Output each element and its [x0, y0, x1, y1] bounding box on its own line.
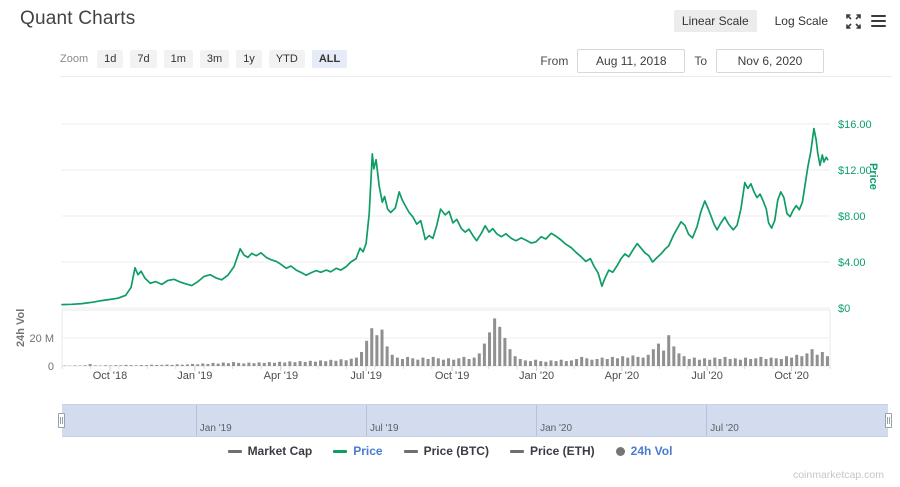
zoom-range-toolbar: Zoom 1d 7d 1m 3m 1y YTD ALL [60, 50, 348, 68]
navigator-gridline [536, 405, 538, 436]
legend-item-price-eth[interactable]: Price (ETH) [509, 444, 595, 458]
legend-label: 24h Vol [630, 444, 673, 458]
volume-axis-title: 24h Vol [15, 309, 27, 347]
watermark: coinmarketcap.com [792, 469, 884, 481]
x-axis-tick: Oct '18 [93, 370, 128, 382]
page-title: Quant Charts [20, 8, 136, 29]
legend-label: Price [353, 444, 383, 458]
legend-item-price[interactable]: Price [333, 444, 383, 458]
x-axis-tick: Jan '19 [177, 370, 212, 382]
x-axis-tick: Oct '19 [435, 370, 470, 382]
from-date-input[interactable] [577, 49, 686, 73]
date-range-controls: From To [540, 49, 824, 73]
navigator-label: Jul '19 [369, 423, 399, 434]
range-buttons: 1d 7d 1m 3m 1y YTD ALL [97, 50, 348, 68]
x-axis-tick: Apr '19 [264, 370, 299, 382]
legend-label: Price (ETH) [529, 444, 595, 458]
legend-dash-marker [333, 449, 348, 453]
x-axis-tick: Oct '20 [774, 370, 809, 382]
volume-axis-tick: 0 [48, 361, 54, 373]
price-axis-tick: $0 [838, 303, 850, 315]
legend-label: Market Cap [247, 444, 313, 458]
zoom-label: Zoom [60, 53, 89, 65]
price-axis-tick: $4.00 [838, 257, 866, 269]
x-axis-tick: Apr '20 [605, 370, 640, 382]
navigator-gridline [365, 405, 367, 436]
navigator-gridline [195, 405, 197, 436]
legend-label: Price (BTC) [423, 444, 489, 458]
navigator-gridline [706, 405, 708, 436]
legend-item-market-cap[interactable]: Market Cap [227, 444, 313, 458]
range-button-1y[interactable]: 1y [236, 50, 262, 68]
navigator-right-handle[interactable] [885, 413, 892, 428]
legend-item-price-btc[interactable]: Price (BTC) [403, 444, 489, 458]
range-button-ytd[interactable]: YTD [268, 50, 305, 68]
price-axis-tick: $8.00 [838, 211, 866, 223]
linear-scale-button[interactable]: Linear Scale [673, 10, 757, 32]
legend-dash-marker [509, 449, 524, 453]
x-axis-tick: Jan '20 [519, 370, 554, 382]
price-axis-tick: $12.00 [838, 165, 872, 177]
navigator-label: Jul '20 [710, 423, 739, 434]
log-scale-button[interactable]: Log Scale [774, 14, 828, 28]
to-date-input[interactable] [716, 49, 824, 73]
legend-circle-marker [615, 446, 625, 456]
chart-menu-icon[interactable] [871, 14, 886, 28]
price-axis-title: Price [867, 163, 879, 190]
range-button-7d[interactable]: 7d [130, 50, 157, 68]
range-button-1m[interactable]: 1m [163, 50, 193, 68]
scale-toggle-group: Linear Scale Log Scale [673, 10, 886, 32]
to-label: To [694, 54, 707, 68]
x-axis-tick: Jul '20 [691, 370, 722, 382]
range-navigator[interactable]: Jan '19 Jul '19 Jan '20 Jul '20 [58, 404, 892, 437]
navigator-left-handle[interactable] [58, 413, 65, 428]
navigator-label: Jan '19 [199, 423, 232, 434]
range-button-1d[interactable]: 1d [97, 50, 124, 68]
price-axis-tick: $16.00 [838, 119, 872, 131]
legend-item-24h-vol[interactable]: 24h Vol [615, 444, 673, 458]
range-button-3m[interactable]: 3m [199, 50, 230, 68]
toolbar-divider [60, 76, 892, 77]
range-button-all[interactable]: ALL [311, 50, 348, 68]
volume-axis-tick: 20 M [30, 333, 54, 345]
from-label: From [540, 54, 569, 68]
legend-dash-marker [403, 449, 418, 453]
price-volume-chart[interactable]: $16.00 $12.00 $8.00 $4.00 $0 Price 20 M 0 24h Vo… [0, 85, 900, 400]
price-line-series [61, 127, 829, 306]
navigator-label: Jan '20 [540, 423, 573, 434]
legend-dash-marker [227, 449, 242, 453]
fullscreen-icon[interactable] [846, 13, 861, 29]
x-axis-tick: Jul '19 [350, 370, 381, 382]
chart-legend: Market Cap Price Price (BTC) Price (ETH) 24h… [0, 444, 900, 458]
